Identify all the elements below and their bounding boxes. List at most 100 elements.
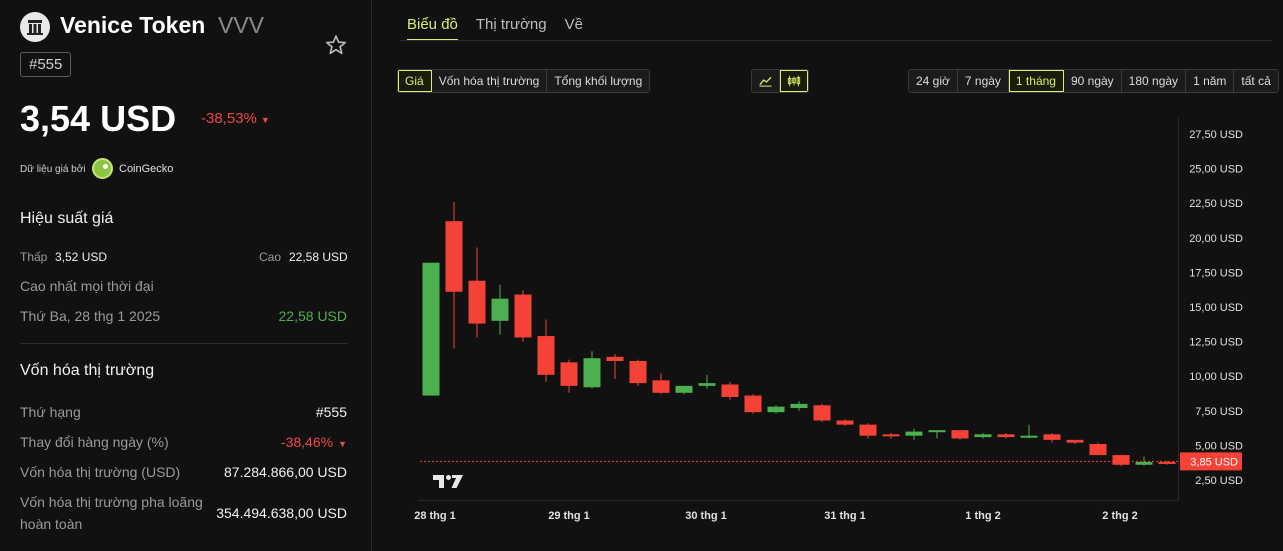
current-price: 3,54 USD [20, 98, 177, 139]
candle-body [698, 383, 716, 386]
y-tick-label: 2,50 USD [1195, 475, 1243, 487]
ath-date: Thứ Ba, 28 thg 1 2025 [20, 308, 161, 324]
price-change: -38,53% ▼ [201, 110, 270, 127]
candle-body [1089, 444, 1107, 456]
candle-body [1043, 434, 1061, 440]
candle-body [606, 356, 624, 361]
current-price-label: 3,85 USD [1190, 456, 1238, 468]
daily-change: -38,46% ▼ [281, 434, 347, 450]
down-arrow-icon: ▼ [260, 115, 270, 125]
market-cap-value: 87.284.866,00 USD [224, 464, 347, 480]
candle-body [767, 406, 785, 413]
coin-symbol: VVV [218, 12, 265, 38]
range-24h-button[interactable]: 24 giờ [909, 70, 958, 92]
fdv-label-line2: hoàn toàn [20, 516, 83, 532]
candle-body [905, 431, 923, 436]
tab-markets[interactable]: Thị trường [475, 16, 547, 33]
y-tick-label: 7,50 USD [1195, 406, 1243, 418]
candle-body [1135, 462, 1153, 465]
candle-body [790, 403, 808, 409]
coingecko-logo-icon[interactable] [92, 158, 113, 179]
chart-type-selector [751, 69, 809, 93]
candle-body [721, 384, 739, 397]
tab-chart[interactable]: Biểu đồ [407, 16, 458, 41]
range-180d-button[interactable]: 180 ngày [1121, 70, 1187, 92]
candle-body [928, 430, 946, 433]
y-tick-label: 5,00 USD [1195, 440, 1243, 452]
performance-title: Hiệu suất giá [20, 210, 114, 227]
tradingview-logo-icon [433, 475, 463, 488]
low-label: Thấp [20, 250, 48, 264]
candle-body [997, 434, 1015, 438]
candle-body [560, 362, 578, 386]
low-value: 3,52 USD [55, 250, 108, 264]
candle-body [445, 221, 463, 292]
down-arrow-icon: ▼ [338, 439, 347, 449]
main-tabs: Biểu đồ Thị trường Về [407, 16, 583, 41]
daily-change-label: Thay đổi hàng ngày (%) [20, 434, 169, 450]
candle-body [652, 380, 670, 393]
candle-body [675, 385, 693, 393]
candle-body [583, 358, 601, 388]
ath-label: Cao nhất mọi thời đại [20, 278, 154, 294]
section-divider [20, 343, 348, 344]
candlestick-chart-icon [787, 75, 801, 87]
market-cap-title: Vốn hóa thị trường [20, 362, 155, 379]
metric-market-cap-button[interactable]: Vốn hóa thị trường [431, 70, 548, 92]
fdv-label-line1: Vốn hóa thị trường pha loãng [20, 494, 203, 510]
fdv-value: 354.494.638,00 USD [216, 505, 347, 521]
x-tick-label: 29 thg 1 [548, 510, 590, 522]
candlestick-chart-button[interactable] [780, 70, 808, 92]
high-value: 22,58 USD [289, 250, 348, 264]
candle-body [836, 420, 854, 425]
candle-body [629, 360, 647, 384]
range-all-button[interactable]: tất cả [1234, 70, 1278, 92]
candle-body [1020, 435, 1038, 438]
y-tick-label: 10,00 USD [1189, 371, 1243, 383]
high-label: Cao [259, 250, 282, 264]
candle-body [1112, 455, 1130, 465]
range-1y-button[interactable]: 1 năm [1186, 70, 1235, 92]
rank-badge: #555 [20, 52, 72, 77]
daily-change-value: -38,46% [280, 434, 334, 450]
candle-body [974, 434, 992, 438]
metric-volume-button[interactable]: Tổng khối lượng [547, 70, 650, 92]
candle-body [744, 395, 762, 413]
candle-body [537, 336, 555, 375]
current-price-tag [1180, 452, 1242, 471]
y-tick-label: 17,50 USD [1189, 267, 1243, 279]
candle-body [882, 434, 900, 437]
x-tick-label: 2 thg 2 [1102, 510, 1137, 522]
price-change-value: -38,53% [201, 110, 257, 127]
favorite-star-icon[interactable] [324, 33, 348, 57]
line-chart-button[interactable] [752, 70, 780, 92]
coin-name: Venice Token [60, 12, 206, 38]
price-source-name[interactable]: CoinGecko [119, 163, 174, 175]
x-tick-label: 31 thg 1 [824, 510, 866, 522]
y-tick-label: 20,00 USD [1189, 233, 1243, 245]
range-90d-button[interactable]: 90 ngày [1063, 70, 1122, 92]
metric-price-button[interactable]: Giá [398, 70, 432, 92]
line-chart-icon [759, 76, 772, 87]
range-7d-button[interactable]: 7 ngày [957, 70, 1009, 92]
candle-body [859, 424, 877, 436]
tabs-divider [400, 40, 1272, 41]
rank-value: #555 [315, 404, 347, 420]
rank-label: Thứ hạng [20, 404, 81, 420]
range-1m-button[interactable]: 1 tháng [1008, 70, 1064, 92]
x-tick-label: 28 thg 1 [414, 510, 456, 522]
candle-body [1066, 439, 1084, 443]
y-tick-label: 12,50 USD [1189, 337, 1243, 349]
price-source-label: Dữ liệu giá bởi [20, 164, 86, 175]
y-tick-label: 27,50 USD [1189, 129, 1243, 141]
candle-body [491, 298, 509, 321]
candle-body [951, 430, 969, 439]
candle-body [1158, 462, 1176, 465]
candle-body [813, 405, 831, 421]
x-tick-label: 30 thg 1 [685, 510, 727, 522]
x-tick-label: 1 thg 2 [965, 510, 1000, 522]
candle-body [468, 280, 486, 324]
coin-info-panel: Venice Token VVV #555 3,54 USD -38,53% ▼ … [0, 0, 372, 551]
tab-about[interactable]: Về [564, 16, 583, 33]
